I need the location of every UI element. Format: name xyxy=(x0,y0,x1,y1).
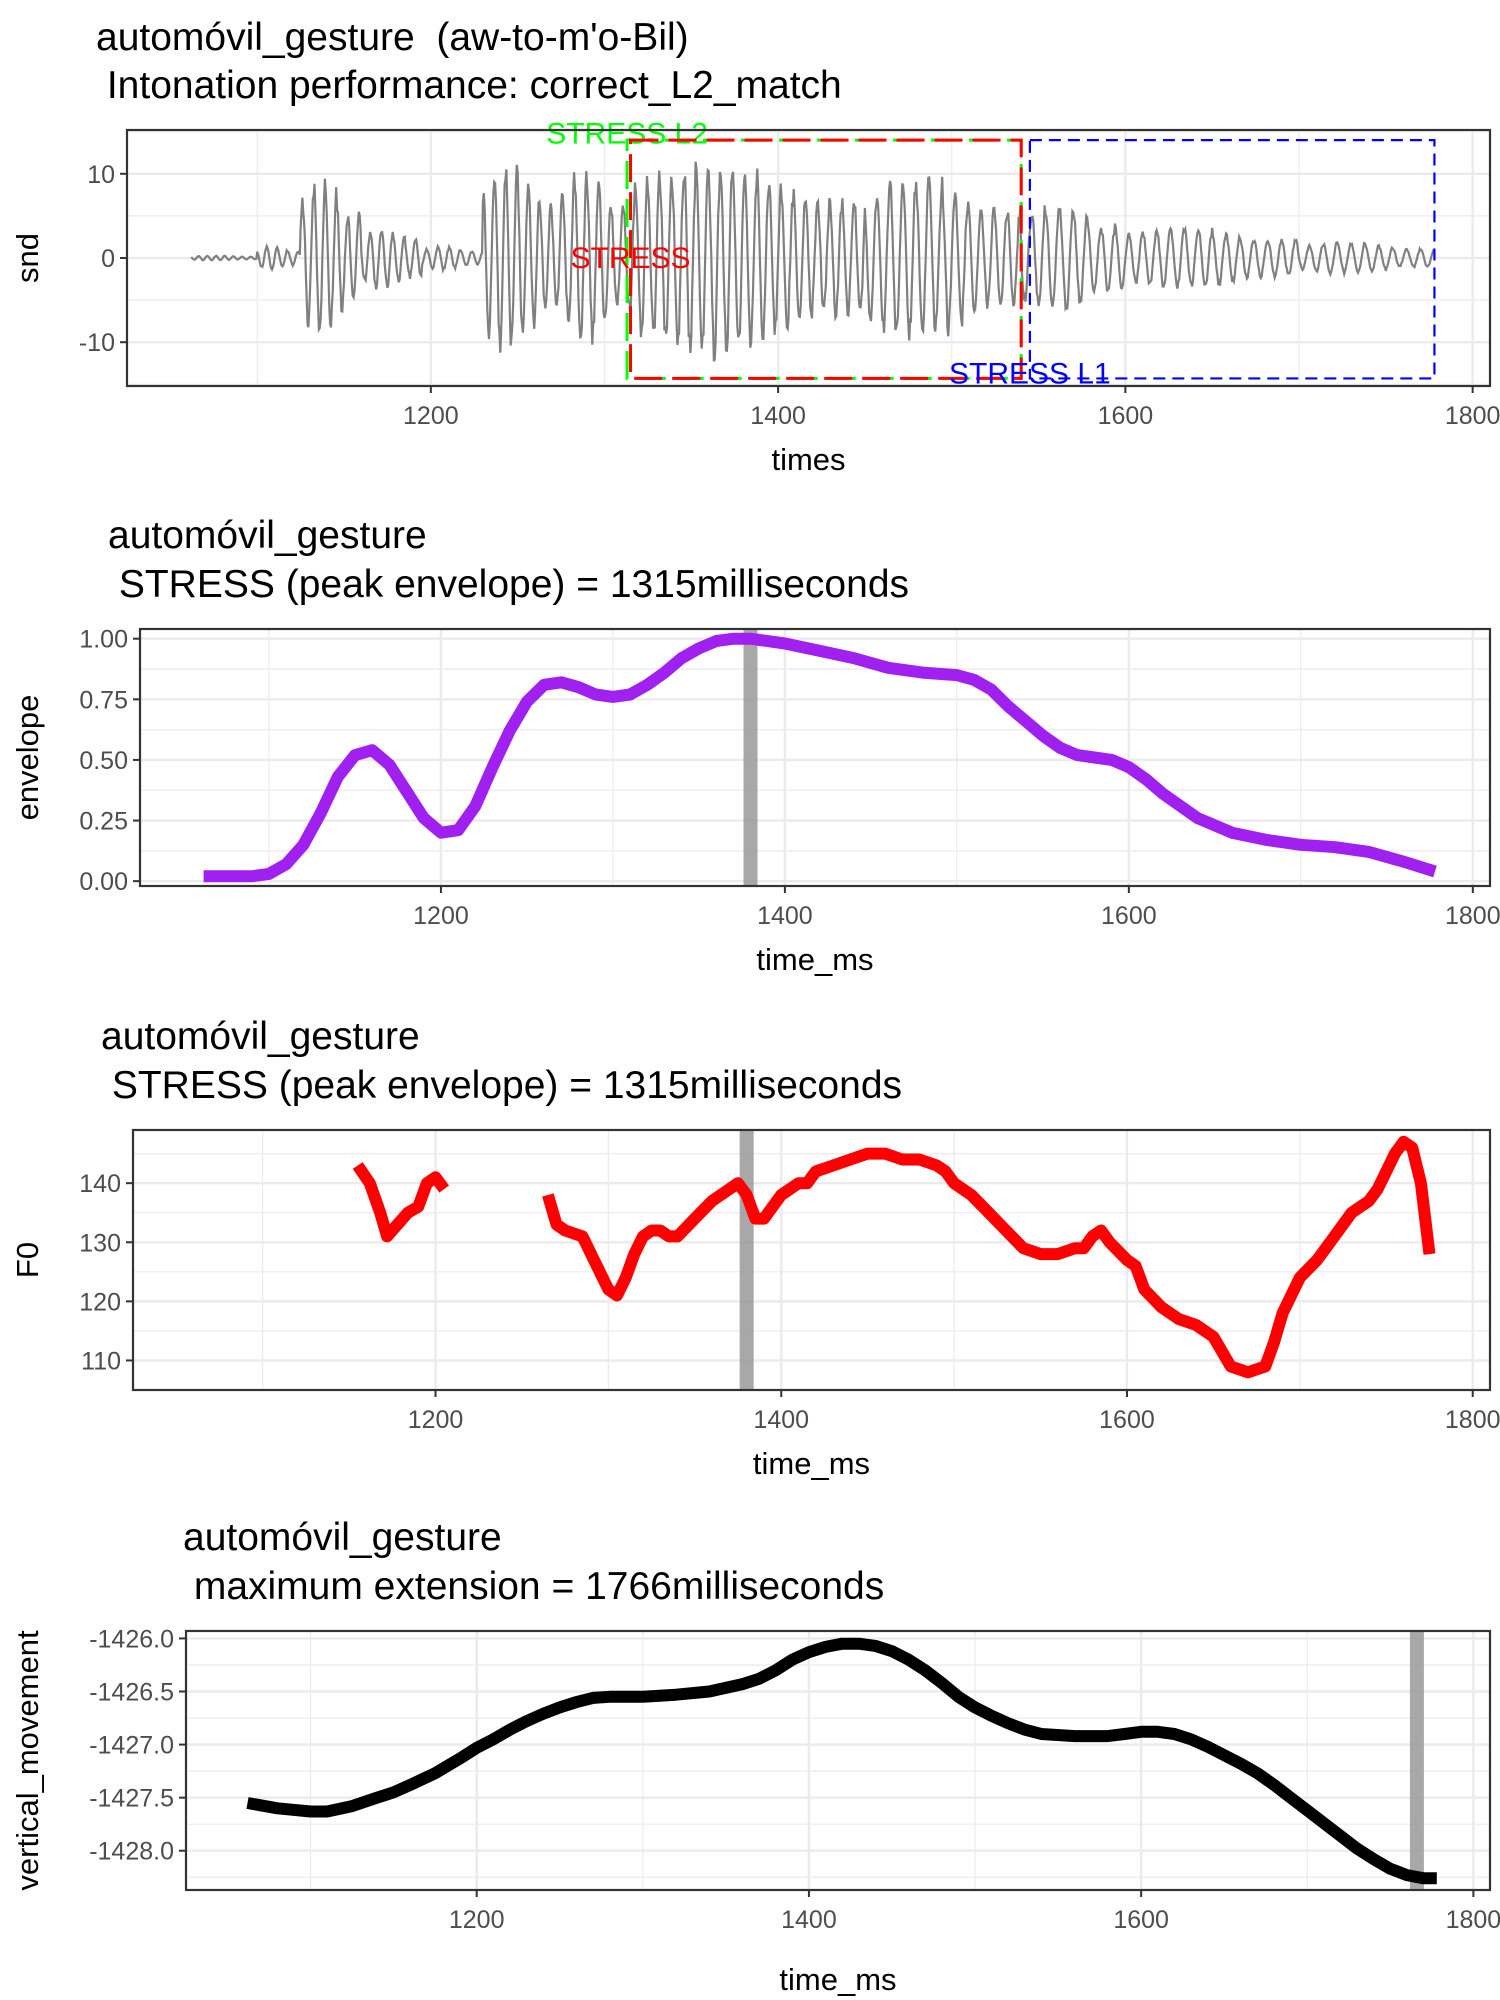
y-axis-title: F0 xyxy=(10,1242,45,1278)
y-tick-label: -1428.0 xyxy=(89,1838,174,1866)
panel-1-title-line-1: automóvil_gesture (aw-to-m'o-Bil) xyxy=(96,16,689,59)
x-tick-label: 1600 xyxy=(1099,1406,1155,1434)
data-layer xyxy=(246,1631,1437,1890)
series-line-0-1 xyxy=(542,1135,1436,1379)
panel-border xyxy=(131,1128,1492,1392)
y-axis-title: snd xyxy=(10,233,45,283)
data-layer xyxy=(352,1130,1436,1390)
annotation-box-2 xyxy=(1028,139,1436,380)
annotation-label-0: STRESS L2 xyxy=(546,117,708,150)
x-tick-label: 1800 xyxy=(1445,402,1500,430)
x-tick-label: 1200 xyxy=(413,902,469,930)
x-tick-label: 1800 xyxy=(1446,1906,1500,1934)
x-axis-title: times xyxy=(771,442,845,477)
y-tick-label: 1.00 xyxy=(79,626,128,654)
y-tick-label: 10 xyxy=(87,161,115,189)
series-line-0-0 xyxy=(352,1162,450,1243)
x-tick-label: 1400 xyxy=(757,902,813,930)
x-axis-title: time_ms xyxy=(753,1446,870,1481)
y-tick-label: 110 xyxy=(81,1347,121,1375)
x-tick-label: 1800 xyxy=(1445,902,1500,930)
panel-4-title-line-2: maximum extension = 1766milliseconds xyxy=(183,1565,885,1608)
x-tick-label: 1600 xyxy=(1098,402,1154,430)
y-axis-title: vertical_movement xyxy=(10,1630,45,1891)
envelope-panel: 1200 1400 1600 1800 0.00 0.25 0.50 0.75 1.00 time… xyxy=(10,626,1500,977)
panel-1-title-line-2: Intonation performance: correct_L2_match xyxy=(96,64,842,107)
y-tick-label: -1427.5 xyxy=(89,1785,174,1813)
panel-4-title-line-1: automóvil_gesture xyxy=(183,1516,502,1559)
x-tick-label: 1400 xyxy=(781,1906,837,1934)
x-tick-label: 1200 xyxy=(449,1906,505,1934)
y-tick-label: 0 xyxy=(101,245,115,273)
y-tick-label: -1426.5 xyxy=(89,1679,174,1707)
x-tick-label: 1200 xyxy=(403,402,459,430)
y-tick-label: 0.25 xyxy=(79,808,128,836)
panel-2-title-line-1: automóvil_gesture xyxy=(108,514,427,557)
data-layer xyxy=(190,161,1435,362)
data-layer xyxy=(203,629,1437,886)
panel-3-title-line-1: automóvil_gesture xyxy=(101,1015,420,1058)
panel-2-title-line-2: STRESS (peak envelope) = 1315millisecond… xyxy=(108,563,910,606)
y-tick-label: 140 xyxy=(79,1170,121,1198)
y-tick-label: 130 xyxy=(79,1229,121,1257)
annotation-box-1 xyxy=(629,138,1023,380)
x-tick-label: 1400 xyxy=(753,1406,809,1434)
waveform-panel: 1200 1400 1600 1800 -10 0 10 STRESS L2 STRESS STR… xyxy=(10,117,1500,477)
y-tick-label: -1426.0 xyxy=(89,1625,174,1653)
x-tick-label: 1200 xyxy=(408,1406,464,1434)
f0-panel: 1200 1400 1600 1800 110 120 130 140 time_ms F0 xyxy=(10,1128,1500,1481)
panel-3-title-line-2: STRESS (peak envelope) = 1315millisecond… xyxy=(101,1064,903,1107)
x-tick-label: 1600 xyxy=(1113,1906,1169,1934)
y-tick-label: 0.75 xyxy=(79,686,128,714)
waveform-line xyxy=(190,161,1435,362)
series-line-0-0 xyxy=(246,1637,1437,1885)
y-axis-title: envelope xyxy=(10,695,45,821)
plot-background xyxy=(186,1631,1490,1890)
annotation-label-2: STRESS L1 xyxy=(949,357,1111,390)
x-tick-label: 1400 xyxy=(750,402,806,430)
y-tick-label: 0.50 xyxy=(79,747,128,775)
y-tick-label: -1427.0 xyxy=(89,1732,174,1760)
y-tick-label: 0.00 xyxy=(79,868,128,896)
panel-border xyxy=(125,128,1492,388)
y-tick-label: -10 xyxy=(79,329,115,357)
annotation-label-1: STRESS xyxy=(571,242,691,275)
panel-border xyxy=(138,627,1492,888)
panel-border xyxy=(184,1629,1492,1892)
y-tick-label: 120 xyxy=(79,1288,121,1316)
x-tick-label: 1600 xyxy=(1101,902,1157,930)
x-axis-title: time_ms xyxy=(779,1962,896,1997)
x-tick-label: 1800 xyxy=(1445,1406,1500,1434)
x-axis-title: time_ms xyxy=(756,942,873,977)
series-line-0-0 xyxy=(203,632,1437,883)
